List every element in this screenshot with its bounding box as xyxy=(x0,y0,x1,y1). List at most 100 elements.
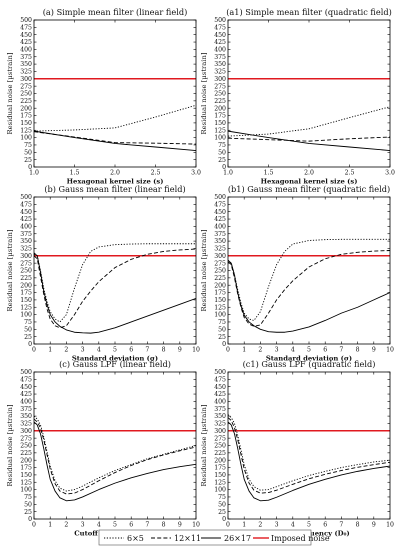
xtick-label-b-9: 9 xyxy=(178,347,182,354)
ytick-label-b-425: 425 xyxy=(20,216,32,223)
ytick-label-b1-350: 350 xyxy=(214,238,226,245)
xtick-label-b1-5: 5 xyxy=(307,347,311,354)
series-line-6x5-c1 xyxy=(228,414,390,491)
ytick-label-b-50: 50 xyxy=(24,326,32,333)
ytick-label-a-375: 375 xyxy=(20,54,32,61)
ytick-label-b1-125: 125 xyxy=(214,304,226,311)
ytick-label-a-275: 275 xyxy=(20,83,32,90)
ytick-label-a1-325: 325 xyxy=(214,69,226,76)
xtick-label-c-7: 7 xyxy=(145,522,149,529)
ytick-label-c1-100: 100 xyxy=(214,487,226,494)
xtick-label-b1-10: 10 xyxy=(386,347,394,354)
ytick-label-a-25: 25 xyxy=(24,157,32,164)
panel-frame-a xyxy=(33,19,197,168)
xtick-label-c-8: 8 xyxy=(162,522,166,529)
series-line-12x11-b1 xyxy=(228,250,390,327)
ytick-label-a-175: 175 xyxy=(20,113,32,120)
xtick-label-c1-8: 8 xyxy=(356,522,360,529)
ytick-label-c1-425: 425 xyxy=(214,391,226,398)
ytick-label-b1-450: 450 xyxy=(214,209,226,216)
panel-title-a: (a) Simple mean filter (linear field) xyxy=(43,7,188,17)
xaxis-label-b1: Standard deviation (σ) xyxy=(266,355,352,363)
xtick-label-a1-2.5: 2.5 xyxy=(345,170,355,177)
ytick-label-a1-275: 275 xyxy=(214,83,226,90)
ytick-label-a1-475: 475 xyxy=(214,24,226,31)
ytick-label-c-125: 125 xyxy=(20,479,32,486)
ytick-label-c-25: 25 xyxy=(24,509,32,516)
ytick-label-c-400: 400 xyxy=(20,399,32,406)
ytick-label-b1-0: 0 xyxy=(222,341,226,348)
ytick-label-b-150: 150 xyxy=(20,297,32,304)
xtick-label-b1-9: 9 xyxy=(372,347,376,354)
ytick-label-a-100: 100 xyxy=(20,135,32,142)
yaxis-label-c: Residual noise [µstrain] xyxy=(6,404,14,486)
panel-c: (c) Gauss LPF (linear field)025507510012… xyxy=(6,359,200,538)
ytick-label-a-350: 350 xyxy=(20,61,32,68)
ytick-label-c-450: 450 xyxy=(20,384,32,391)
series-line-12x11-c xyxy=(34,418,196,495)
panel-title-b1: (b1) Gauss mean filter (quadratic field) xyxy=(228,184,390,194)
ytick-label-a-475: 475 xyxy=(20,24,32,31)
xtick-label-b-10: 10 xyxy=(192,347,200,354)
xtick-label-c1-10: 10 xyxy=(386,522,394,529)
xtick-label-a-2: 2.0 xyxy=(110,170,120,177)
xtick-label-c-6: 6 xyxy=(129,522,133,529)
ytick-label-a1-300: 300 xyxy=(214,76,226,83)
yaxis-label-b: Residual noise [µstrain] xyxy=(6,229,14,311)
legend-label-imposed-noise: Imposed noise xyxy=(271,534,330,543)
ytick-label-c1-25: 25 xyxy=(218,509,226,516)
xtick-label-c-3: 3 xyxy=(81,522,85,529)
xtick-label-c1-9: 9 xyxy=(372,522,376,529)
ytick-label-a1-175: 175 xyxy=(214,113,226,120)
ytick-label-c1-300: 300 xyxy=(214,428,226,435)
ytick-label-b1-475: 475 xyxy=(214,201,226,208)
series-line-26x17-b xyxy=(34,252,196,334)
panel-frame-b xyxy=(33,196,197,345)
xtick-label-c1-4: 4 xyxy=(291,522,295,529)
panel-c1: (c1) Gauss LPF (quadratic field)02550751… xyxy=(200,359,394,538)
xtick-label-a1-2: 2.0 xyxy=(304,170,314,177)
ytick-label-c-425: 425 xyxy=(20,391,32,398)
xtick-label-b-0: 0 xyxy=(32,347,36,354)
xtick-label-a-1.5: 1.5 xyxy=(70,170,80,177)
ytick-label-b-200: 200 xyxy=(20,282,32,289)
ytick-label-b1-250: 250 xyxy=(214,268,226,275)
ytick-label-c1-400: 400 xyxy=(214,399,226,406)
legend: 6×5 12×11 26×17 Imposed noise xyxy=(98,529,330,546)
xtick-label-c1-2: 2 xyxy=(258,522,262,529)
xtick-label-b-8: 8 xyxy=(162,347,166,354)
xtick-label-b-1: 1 xyxy=(48,347,52,354)
ytick-label-b-250: 250 xyxy=(20,268,32,275)
xtick-label-b-6: 6 xyxy=(129,347,133,354)
ytick-label-a-125: 125 xyxy=(20,127,32,134)
ytick-label-b1-200: 200 xyxy=(214,282,226,289)
ytick-label-b1-150: 150 xyxy=(214,297,226,304)
ytick-label-b1-325: 325 xyxy=(214,246,226,253)
series-line-12x11-a1 xyxy=(228,136,390,142)
xtick-label-c1-6: 6 xyxy=(323,522,327,529)
xtick-label-c-1: 1 xyxy=(48,522,52,529)
panel-frame-b1 xyxy=(227,196,391,345)
ytick-label-a1-350: 350 xyxy=(214,61,226,68)
ytick-label-a1-200: 200 xyxy=(214,105,226,112)
ytick-label-c-50: 50 xyxy=(24,501,32,508)
plot-area-a1 xyxy=(228,78,390,151)
xtick-label-c1-1: 1 xyxy=(242,522,246,529)
series-line-6x5-b xyxy=(34,243,196,323)
series-line-26x17-a1 xyxy=(228,130,390,151)
yaxis-label-a1: Residual noise [µstrain] xyxy=(200,52,208,134)
xtick-label-b1-1: 1 xyxy=(242,347,246,354)
xtick-label-c1-5: 5 xyxy=(307,522,311,529)
ytick-label-a-75: 75 xyxy=(24,142,32,149)
ytick-label-a-200: 200 xyxy=(20,105,32,112)
ytick-label-c-100: 100 xyxy=(20,487,32,494)
ytick-label-b1-275: 275 xyxy=(214,260,226,267)
ytick-label-a-300: 300 xyxy=(20,76,32,83)
ytick-label-b-325: 325 xyxy=(20,246,32,253)
xtick-label-c1-7: 7 xyxy=(339,522,343,529)
ytick-label-c-200: 200 xyxy=(20,457,32,464)
xtick-label-a-3: 3.0 xyxy=(191,170,201,177)
ytick-label-b1-50: 50 xyxy=(218,326,226,333)
legend-label-26x17: 26×17 xyxy=(224,534,251,543)
